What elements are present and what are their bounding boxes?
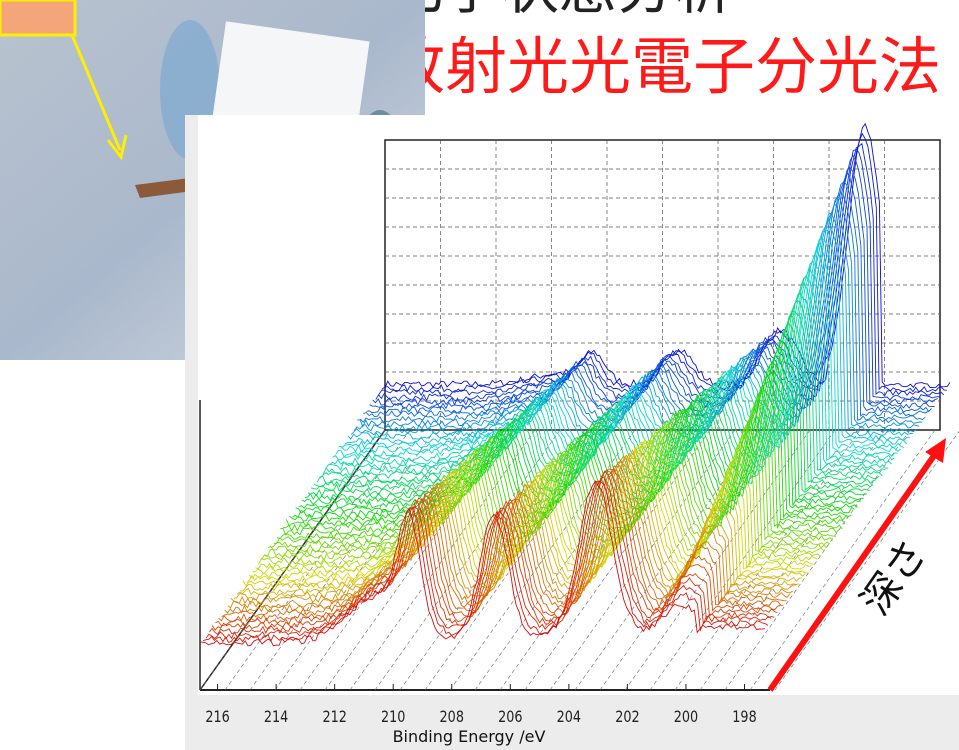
spectrum-trace: [280, 394, 846, 536]
spectrum-trace: [227, 455, 794, 609]
spectrum-trace: [224, 460, 791, 614]
x-tick-label: 214: [264, 709, 288, 727]
spectrum-trace: [341, 238, 908, 450]
spectrum-trace: [248, 441, 815, 580]
spectrum-trace: [211, 470, 778, 631]
waterfall-plot: 216 214 212 210 208 206 204 202 200 198: [185, 115, 959, 750]
x-tick-label: 212: [322, 709, 346, 727]
spectrum-trace: [353, 202, 920, 432]
x-tick-label: 216: [205, 709, 229, 727]
spectrum-trace: [347, 217, 914, 441]
depth-arrow-head: [925, 438, 946, 463]
x-tick-label: 210: [381, 709, 405, 727]
title: 放射光光電子分光法: [383, 30, 941, 103]
spectrum-trace: [276, 404, 843, 540]
spectrum-trace: [350, 212, 917, 436]
spectrum-trace: [233, 452, 799, 600]
subtitle: 化学状態分析: [385, 0, 733, 22]
spectrum-trace: [357, 195, 923, 428]
x-tick-label: 204: [557, 709, 581, 727]
spectrum-trace: [335, 249, 901, 458]
x-tick-label: 206: [498, 709, 522, 727]
spectrum-trace: [329, 267, 895, 466]
spectrum-trace: [242, 444, 809, 587]
spectrum-trace: [215, 468, 781, 626]
spectrum-trace: [221, 464, 787, 618]
spectrum-trace: [292, 362, 858, 518]
x-tick-label: 208: [440, 709, 464, 727]
x-tick-label: 202: [615, 709, 639, 727]
spectrum-trace: [326, 276, 892, 471]
spectrum-trace: [199, 480, 766, 647]
spectrum-trace: [307, 322, 874, 497]
spectrum-trace: [208, 470, 775, 636]
spectrum-trace: [289, 372, 855, 523]
x-axis-label: Binding Energy /eV: [393, 727, 546, 746]
spectrum-trace: [338, 241, 905, 453]
spectrum-trace: [205, 476, 772, 640]
x-tick-label: 198: [732, 709, 756, 727]
spectrum-trace: [230, 454, 796, 606]
x-tick-label: 200: [674, 709, 698, 727]
depth-arrow: [767, 448, 941, 692]
